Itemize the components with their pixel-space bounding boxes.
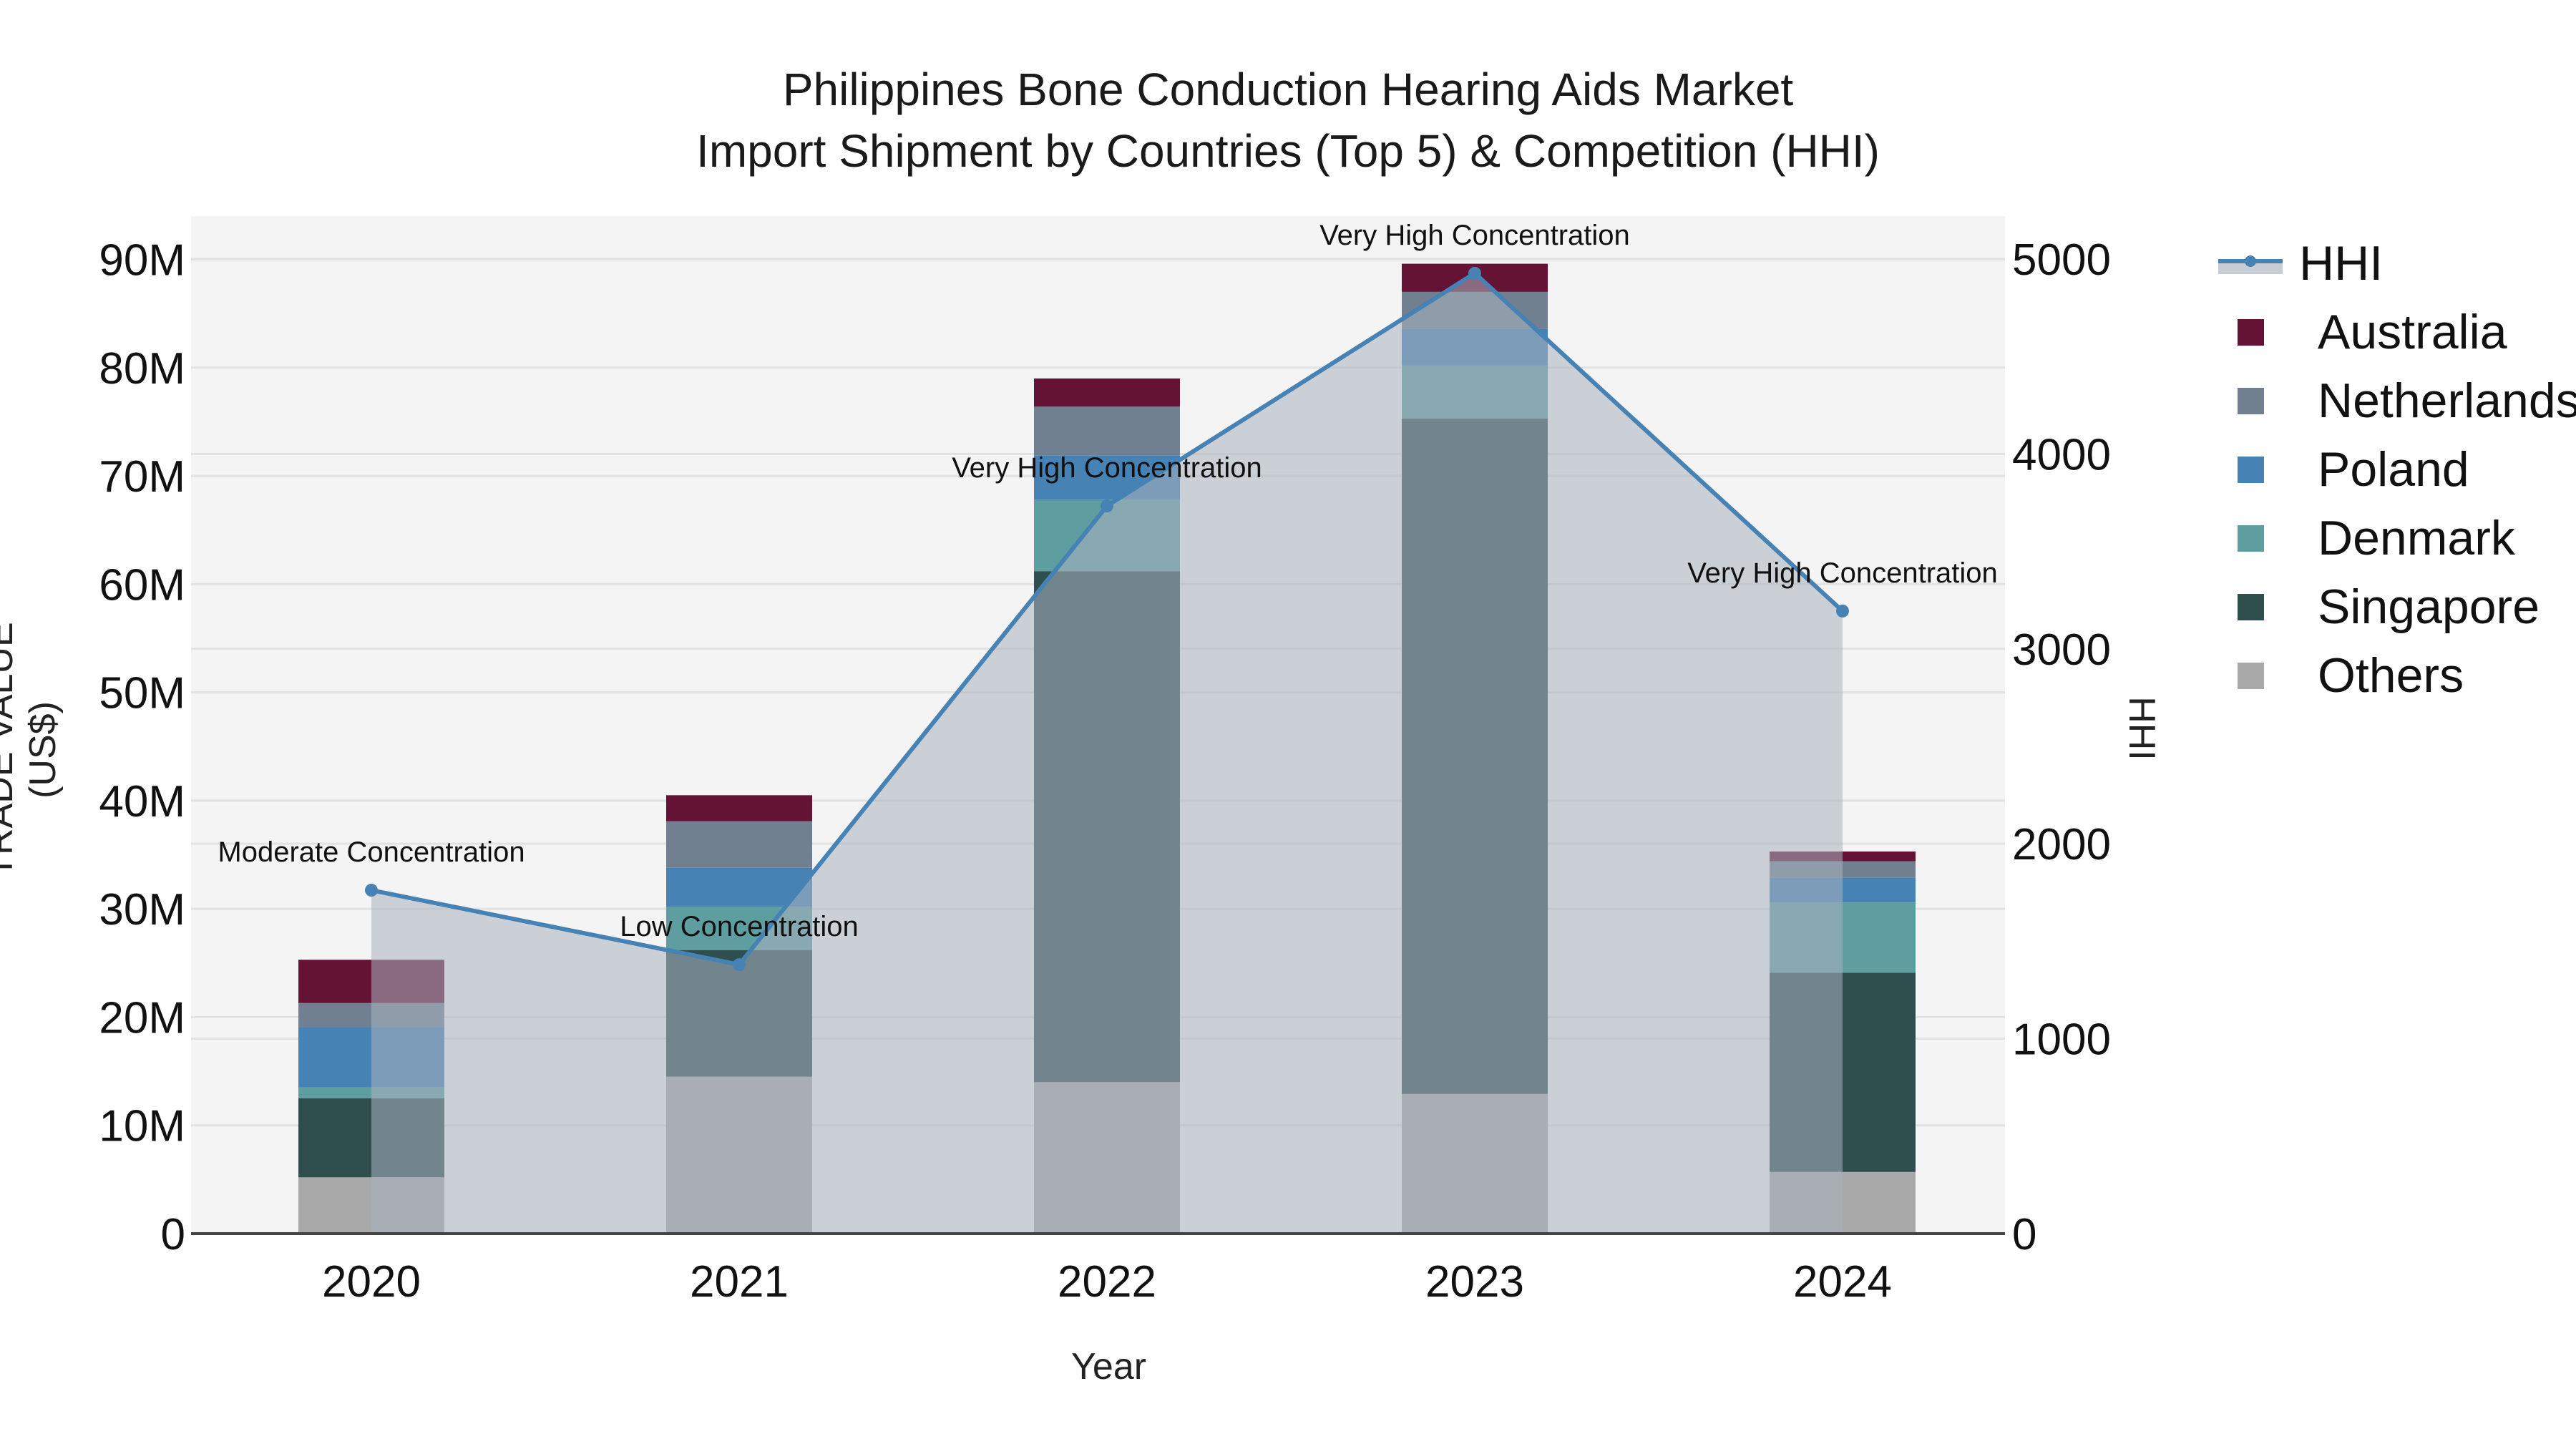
legend-item-netherlands[interactable]: Netherlands: [2218, 366, 2576, 435]
legend-label: Australia: [2318, 305, 2507, 359]
hhi-annotation: Moderate Concentration: [218, 836, 525, 868]
line-marker-icon: [2218, 250, 2283, 276]
legend-item-hhi[interactable]: HHI: [2218, 229, 2576, 298]
y-right-tick-label: 0: [2012, 1210, 2036, 1259]
legend-label: Singapore: [2318, 580, 2540, 634]
legend: HHI Australia Netherlands Poland Denmark…: [2218, 229, 2576, 710]
hhi-area: [371, 273, 1843, 1234]
square-swatch-icon: [2238, 593, 2264, 620]
y-right-tick-label: 4000: [2012, 430, 2111, 479]
square-swatch-icon: [2238, 525, 2264, 552]
legend-label: Netherlands: [2318, 374, 2576, 428]
hhi-annotation: Very High Concentration: [1687, 557, 1998, 589]
bar-segment-australia: [1034, 378, 1180, 407]
hhi-marker: [1468, 266, 1481, 280]
y-axis-left-title: TRADE VALUE (US$): [0, 622, 64, 878]
y-left-tick-label: 50M: [99, 669, 185, 718]
legend-label: Denmark: [2318, 511, 2515, 565]
y-left-tick-label: 20M: [99, 993, 185, 1043]
y-left-tick-label: 60M: [99, 560, 185, 610]
y-right-tick-label: 2000: [2012, 820, 2111, 869]
legend-label: Poland: [2318, 442, 2469, 497]
legend-label: Others: [2318, 648, 2464, 703]
y-left-tick-label: 80M: [99, 344, 185, 394]
y-right-tick-label: 5000: [2012, 235, 2111, 285]
y-left-tick-label: 90M: [99, 236, 185, 286]
hhi-annotation: Very High Concentration: [952, 452, 1262, 484]
bar-segment-netherlands: [1034, 406, 1180, 456]
square-swatch-icon: [2238, 387, 2264, 414]
legend-label: HHI: [2299, 236, 2384, 291]
y-left-tick-label: 10M: [99, 1102, 185, 1151]
square-swatch-icon: [2238, 456, 2264, 483]
legend-item-poland[interactable]: Poland: [2218, 435, 2576, 504]
y-right-tick-label: 1000: [2012, 1015, 2111, 1065]
hhi-marker: [365, 884, 378, 897]
y-left-tick-label: 40M: [99, 777, 185, 826]
x-tick-label: 2023: [1425, 1257, 1524, 1307]
legend-item-singapore[interactable]: Singapore: [2218, 572, 2576, 641]
legend-item-australia[interactable]: Australia: [2218, 298, 2576, 366]
x-axis-title: Year: [1071, 1346, 1147, 1387]
hhi-marker: [733, 958, 746, 972]
bar-segment-poland: [666, 867, 812, 907]
bar-segment-netherlands: [666, 821, 812, 868]
y-left-tick-label: 0: [161, 1210, 185, 1259]
legend-item-others[interactable]: Others: [2218, 641, 2576, 710]
bar-segment-australia: [666, 795, 812, 821]
x-tick-label: 2024: [1793, 1257, 1892, 1307]
hhi-marker: [1101, 499, 1113, 513]
hhi-annotation: Low Concentration: [620, 911, 859, 942]
hhi-marker: [1836, 604, 1849, 618]
x-tick-label: 2021: [690, 1257, 789, 1307]
square-swatch-icon: [2238, 318, 2264, 346]
y-left-tick-label: 30M: [99, 885, 185, 935]
legend-item-denmark[interactable]: Denmark: [2218, 504, 2576, 572]
chart-title-line-1: Philippines Bone Conduction Hearing Aids…: [782, 64, 1794, 115]
x-tick-label: 2020: [322, 1257, 421, 1307]
chart-title-line-2: Import Shipment by Countries (Top 5) & C…: [696, 125, 1880, 177]
y-axis-right-title: HHI: [2120, 696, 2162, 761]
square-swatch-icon: [2238, 662, 2264, 689]
hhi-annotation: Very High Concentration: [1319, 220, 1630, 251]
y-left-tick-label: 70M: [99, 452, 185, 502]
y-right-tick-label: 3000: [2012, 625, 2111, 675]
x-tick-label: 2022: [1058, 1257, 1156, 1307]
